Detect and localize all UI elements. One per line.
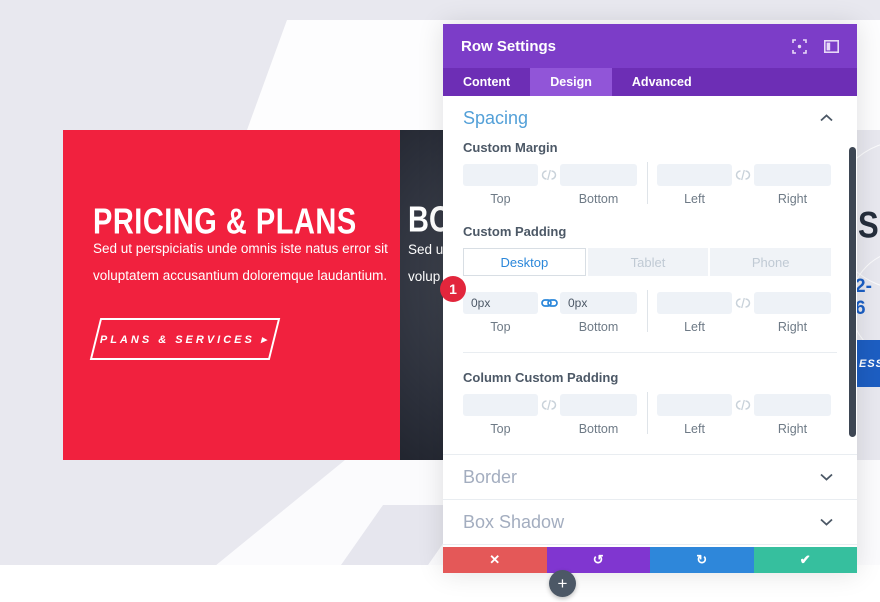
cancel-button[interactable]: ✕ [443,547,547,573]
padding-right-input[interactable] [754,292,831,314]
tab-advanced[interactable]: Advanced [631,75,692,89]
pricing-card: PRICING & PLANS Sed ut perspiciatis unde… [63,130,400,460]
modal-header[interactable]: Row Settings [443,24,857,68]
column-padding-left-input[interactable] [657,394,732,416]
field-label-right: Right [777,320,808,334]
padding-left-input[interactable] [657,292,732,314]
tab-content[interactable]: Content [463,75,511,89]
chevron-down-icon [820,473,833,481]
spacing-section-header[interactable]: Spacing [443,96,857,140]
spacing-section-title: Spacing [463,107,529,128]
field-label-left: Left [684,192,705,206]
device-tab-phone[interactable]: Phone [710,248,832,276]
unlink-icon[interactable] [732,399,754,411]
photo-card-text-fragment: volup [408,269,441,284]
custom-margin-group: Custom Margin [463,140,831,206]
unlink-icon[interactable] [538,399,560,411]
padding-bottom-input[interactable] [560,292,637,314]
border-section-header[interactable]: Border [443,454,857,499]
expand-preview-icon[interactable] [791,38,807,54]
chevron-down-icon [820,518,833,526]
column-padding-label: Column Custom Padding [463,370,619,385]
field-label-left: Left [684,422,705,436]
check-icon: ✔ [799,552,811,567]
modal-tab-bar: Content Design Advanced [443,68,857,96]
right-section-heading-fragment: S [858,204,879,246]
pricing-description-line1: Sed ut perspiciatis unde omnis iste natu… [93,241,388,256]
field-label-bottom: Bottom [578,422,619,436]
margin-right-input[interactable] [754,164,831,186]
link-icon[interactable] [538,297,560,309]
field-label-right: Right [777,422,808,436]
padding-top-input[interactable] [463,292,538,314]
save-button[interactable]: ✔ [753,547,857,573]
right-section-phone-fragment: 2-6 [855,276,872,319]
field-divider [637,392,657,434]
unlink-icon[interactable] [538,169,560,181]
step-badge: 1 [440,276,466,302]
field-label-top: Top [490,422,511,436]
field-label-left: Left [684,320,705,334]
plans-services-button-label: PLANS & SERVICES ▸ [100,333,270,346]
modal-scrollbar-thumb[interactable] [849,147,856,437]
field-label-top: Top [490,192,511,206]
field-divider [637,162,657,204]
column-padding-bottom-input[interactable] [560,394,637,416]
column-padding-right-input[interactable] [754,394,831,416]
custom-margin-label: Custom Margin [463,140,558,155]
box-shadow-section-header[interactable]: Box Shadow [443,499,857,544]
field-label-bottom: Bottom [578,192,619,206]
row-settings-modal: Row Settings Content Design Advanced Spa… [443,24,857,573]
right-section-button-fragment[interactable]: ESS [855,340,880,387]
margin-top-input[interactable] [463,164,538,186]
box-shadow-section-title: Box Shadow [463,511,565,532]
filters-section-header[interactable]: Filters [443,544,857,547]
redo-button[interactable]: ↻ [650,547,754,573]
custom-padding-label: Custom Padding [463,224,567,239]
pricing-card-description: Sed ut perspiciatis unde omnis iste natu… [93,235,393,289]
field-divider [637,290,657,332]
field-label-bottom: Bottom [578,320,619,334]
field-label-right: Right [777,192,808,206]
plans-services-button[interactable]: PLANS & SERVICES ▸ [89,318,281,360]
redo-icon: ↻ [696,552,708,567]
modal-footer: ✕ ↺ ↻ ✔ [443,547,857,573]
split-view-icon[interactable] [823,38,839,54]
add-button[interactable]: + [549,570,576,597]
right-section-button-label: ESS [859,357,880,370]
unlink-icon[interactable] [732,169,754,181]
plus-icon: + [557,573,568,593]
border-section-title: Border [463,466,518,487]
divider [463,352,837,353]
photo-card-text-fragment: Sed u [408,242,444,257]
modal-body: Spacing Custom Margin [443,96,857,547]
unlink-icon[interactable] [732,297,754,309]
device-tab-bar: Desktop Tablet Phone [463,248,832,276]
field-label-top: Top [490,320,511,334]
custom-padding-group: Custom Padding Desktop Tablet Phone [463,224,832,334]
pricing-card-title: PRICING & PLANS [93,202,357,242]
modal-title: Row Settings [461,37,557,55]
chevron-up-icon [820,114,833,122]
device-tab-tablet[interactable]: Tablet [587,248,709,276]
tab-design[interactable]: Design [530,68,612,96]
margin-bottom-input[interactable] [560,164,637,186]
undo-icon: ↺ [592,552,604,567]
column-padding-group: Column Custom Padding [463,370,831,436]
device-tab-desktop[interactable]: Desktop [463,248,586,276]
close-icon: ✕ [489,552,501,567]
pricing-description-line2: voluptatem accusantium doloremque laudan… [93,268,388,283]
margin-left-input[interactable] [657,164,732,186]
column-padding-top-input[interactable] [463,394,538,416]
